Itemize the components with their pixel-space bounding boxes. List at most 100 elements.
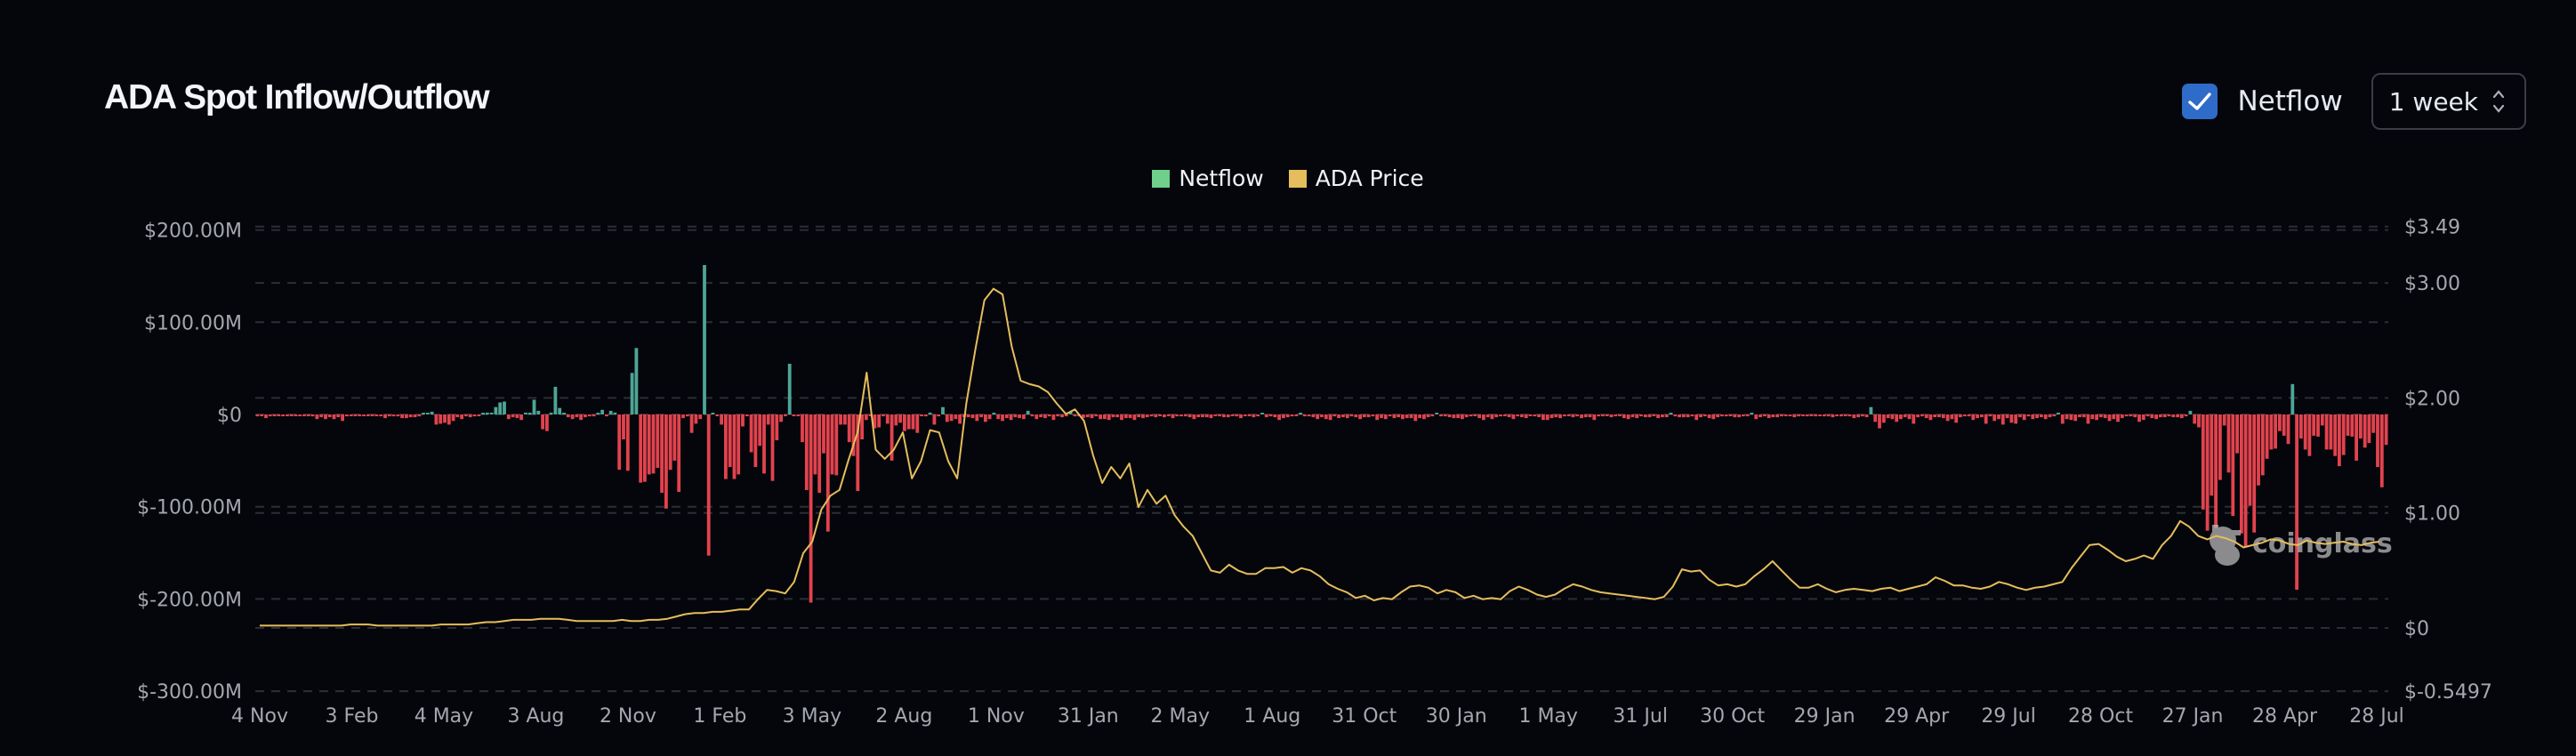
netflow-bar[interactable] — [1397, 414, 1400, 418]
netflow-bar[interactable] — [1051, 414, 1056, 421]
netflow-bar[interactable] — [1435, 413, 1439, 414]
netflow-bar[interactable] — [451, 414, 455, 422]
netflow-bar[interactable] — [2150, 414, 2154, 419]
netflow-bar[interactable] — [1873, 414, 1878, 422]
netflow-bar[interactable] — [600, 409, 604, 414]
netflow-bar[interactable] — [1260, 413, 1264, 414]
netflow-bar[interactable] — [1256, 414, 1260, 417]
netflow-bar[interactable] — [277, 414, 281, 416]
netflow-bar[interactable] — [656, 414, 660, 469]
netflow-bar[interactable] — [1332, 414, 1337, 417]
netflow-bar[interactable] — [1426, 414, 1430, 418]
netflow-bar[interactable] — [2179, 414, 2184, 419]
netflow-bar[interactable] — [1759, 414, 1762, 418]
netflow-bar[interactable] — [1090, 414, 1094, 419]
netflow-bar[interactable] — [639, 414, 643, 483]
netflow-bar[interactable] — [1439, 414, 1443, 417]
netflow-bar[interactable] — [1430, 414, 1435, 417]
netflow-bar[interactable] — [408, 414, 413, 418]
netflow-bar[interactable] — [770, 414, 775, 481]
netflow-bar[interactable] — [1299, 413, 1302, 414]
netflow-bar[interactable] — [1447, 414, 1452, 418]
netflow-bar[interactable] — [417, 414, 422, 417]
netflow-bar[interactable] — [1678, 414, 1681, 418]
netflow-bar[interactable] — [596, 413, 600, 414]
netflow-bar[interactable] — [1554, 414, 1558, 418]
netflow-bar[interactable] — [792, 414, 796, 416]
netflow-bar[interactable] — [1545, 414, 1550, 421]
netflow-bar[interactable] — [2188, 410, 2193, 414]
netflow-bar[interactable] — [489, 413, 494, 414]
netflow-bar[interactable] — [677, 414, 681, 493]
netflow-bar[interactable] — [447, 414, 451, 425]
netflow-bar[interactable] — [1311, 414, 1316, 418]
netflow-bar[interactable] — [1588, 414, 1592, 418]
netflow-bar[interactable] — [1273, 414, 1277, 418]
netflow-bar[interactable] — [2112, 414, 2116, 420]
netflow-bar[interactable] — [1801, 414, 1805, 416]
netflow-bar[interactable] — [391, 414, 396, 417]
netflow-bar[interactable] — [545, 414, 549, 431]
netflow-bar[interactable] — [1971, 414, 1976, 421]
netflow-bar[interactable] — [1537, 414, 1541, 418]
netflow-bar[interactable] — [494, 406, 498, 414]
netflow-bar[interactable] — [970, 414, 975, 419]
netflow-bar[interactable] — [839, 414, 842, 425]
netflow-bar[interactable] — [2043, 414, 2048, 420]
netflow-bar[interactable] — [2333, 414, 2338, 456]
netflow-bar[interactable] — [801, 414, 804, 443]
netflow-bar[interactable] — [660, 414, 664, 494]
netflow-bar[interactable] — [975, 414, 979, 422]
netflow-bar[interactable] — [1826, 414, 1831, 417]
netflow-bar[interactable] — [1082, 414, 1085, 419]
netflow-bar[interactable] — [1141, 414, 1145, 419]
netflow-bar[interactable] — [1213, 414, 1218, 416]
netflow-bar[interactable] — [1690, 414, 1695, 417]
netflow-bar[interactable] — [1060, 414, 1064, 418]
netflow-bar[interactable] — [847, 414, 851, 443]
netflow-bar[interactable] — [1068, 411, 1073, 414]
netflow-bar[interactable] — [1724, 414, 1728, 417]
netflow-bar[interactable] — [2312, 414, 2316, 436]
netflow-bar[interactable] — [1703, 414, 1707, 417]
netflow-bar[interactable] — [575, 414, 579, 418]
netflow-bar[interactable] — [2346, 414, 2350, 436]
netflow-bar[interactable] — [498, 402, 503, 415]
netflow-bar[interactable] — [928, 412, 932, 414]
netflow-bar[interactable] — [472, 414, 477, 417]
netflow-bar[interactable] — [1128, 414, 1132, 419]
netflow-bar[interactable] — [2145, 414, 2150, 417]
netflow-bar[interactable] — [1047, 414, 1051, 417]
netflow-bar[interactable] — [890, 414, 894, 461]
netflow-bar[interactable] — [332, 414, 336, 420]
netflow-bar[interactable] — [1354, 414, 1358, 418]
netflow-bar[interactable] — [2167, 414, 2171, 417]
netflow-bar[interactable] — [1358, 414, 1362, 420]
netflow-bar[interactable] — [2048, 414, 2052, 418]
netflow-bar[interactable] — [1499, 414, 1502, 417]
netflow-checkbox-label[interactable]: Netflow — [2237, 85, 2343, 117]
netflow-bar[interactable] — [2035, 414, 2039, 419]
netflow-bar[interactable] — [873, 414, 877, 429]
netflow-bar[interactable] — [294, 414, 298, 416]
netflow-bar[interactable] — [1967, 414, 1971, 417]
legend-item-ada-price[interactable]: ADA Price — [1288, 165, 1424, 191]
netflow-bar[interactable] — [255, 414, 260, 417]
netflow-bar[interactable] — [937, 414, 941, 417]
netflow-bar[interactable] — [979, 414, 983, 418]
netflow-bar[interactable] — [1566, 414, 1571, 416]
netflow-bar[interactable] — [724, 414, 728, 479]
netflow-bar[interactable] — [1912, 414, 1916, 424]
netflow-bar[interactable] — [1775, 414, 1779, 418]
netflow-bar[interactable] — [613, 412, 617, 414]
netflow-bar[interactable] — [524, 412, 527, 414]
netflow-bar[interactable] — [1822, 414, 1826, 417]
netflow-bar[interactable] — [1022, 414, 1026, 420]
netflow-bar[interactable] — [2060, 414, 2065, 424]
netflow-bar[interactable] — [1349, 414, 1354, 417]
netflow-bar[interactable] — [1941, 414, 1945, 419]
netflow-bar[interactable] — [272, 414, 277, 416]
netflow-bar[interactable] — [1635, 414, 1639, 419]
netflow-bar[interactable] — [860, 414, 864, 439]
netflow-bar[interactable] — [987, 414, 992, 420]
